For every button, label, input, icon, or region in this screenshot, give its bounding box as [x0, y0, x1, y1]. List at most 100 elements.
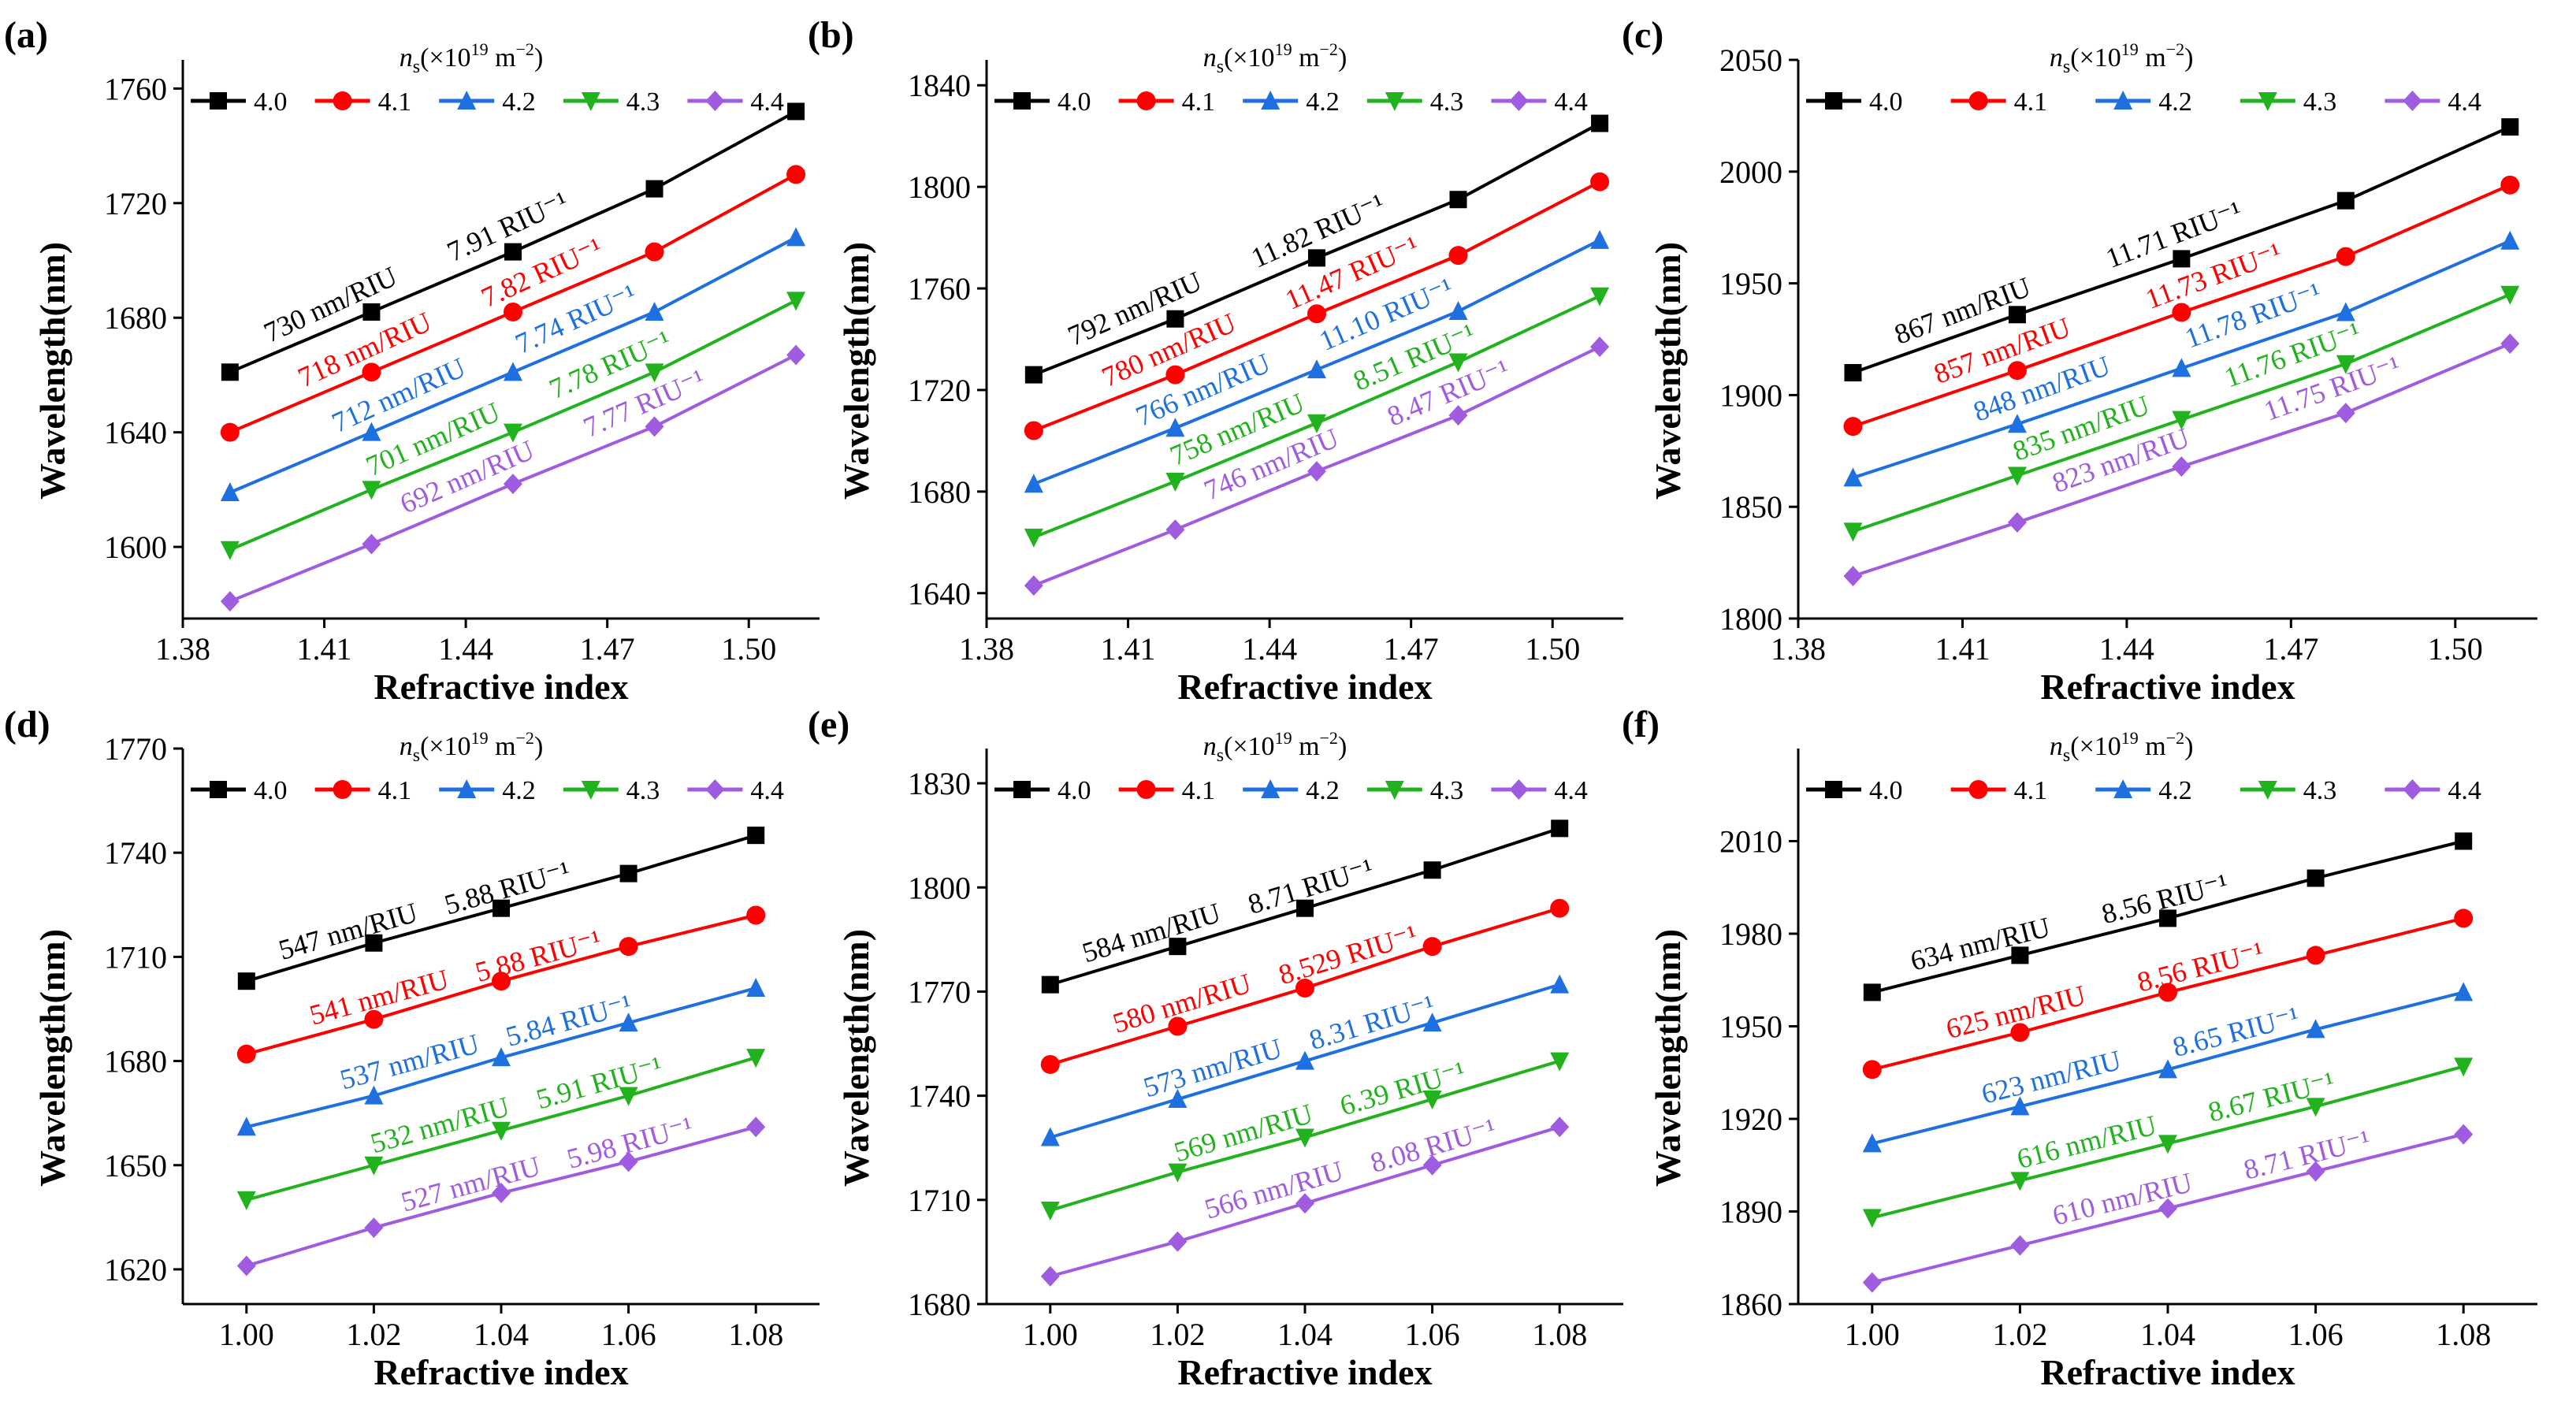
x-axis-title: Refractive index	[2040, 667, 2295, 707]
y-axis-title: Wavelength(nm)	[32, 242, 72, 500]
data-point	[1040, 1054, 1060, 1074]
data-point	[2500, 285, 2520, 305]
y-tick-label: 1950	[1719, 266, 1782, 302]
data-point	[220, 591, 240, 612]
legend-title-part: n	[2050, 43, 2063, 72]
legend-swatch-marker	[1509, 779, 1529, 800]
series-4.4	[1024, 336, 1610, 596]
data-point	[492, 1121, 511, 1141]
data-point	[1040, 1127, 1060, 1146]
data-point	[1296, 899, 1314, 917]
data-point	[362, 362, 381, 382]
legend-item: 4.3	[2240, 87, 2337, 117]
data-point	[1862, 1272, 1882, 1293]
annotation-sensitivity: 547 nm/RIU	[275, 897, 421, 966]
y-tick-label: 1860	[1719, 1287, 1782, 1322]
data-point	[2306, 1161, 2325, 1182]
data-point	[2007, 361, 2027, 381]
data-point	[2158, 1059, 2177, 1079]
legend-swatch-marker	[210, 781, 227, 798]
chart-panel-2: (b) 1.38 1.41 1.44 1.47 1.50 1640 1680 1720 1760 1…	[808, 14, 1623, 707]
legend-title-part: )	[534, 732, 543, 761]
legend-title-part: s	[2063, 57, 2070, 77]
legend-item: 4.2	[439, 87, 536, 117]
data-point	[1024, 366, 1043, 384]
series-4.4	[1843, 333, 2520, 587]
y-tick-label: 1650	[104, 1148, 167, 1183]
y-tick-label: 1850	[1719, 489, 1782, 525]
data-point	[2008, 306, 2026, 324]
data-point	[1165, 418, 1185, 437]
legend-swatch-marker	[1013, 92, 1031, 110]
series-4.1	[236, 905, 766, 1064]
y-tick-label: 1680	[104, 1044, 167, 1079]
legend-label: 4.2	[1306, 776, 1340, 805]
data-point	[1024, 474, 1043, 493]
data-point	[786, 344, 806, 366]
legend-title-part: n	[2050, 732, 2063, 761]
legend-item: 4.0	[1806, 776, 1903, 805]
y-tick-label: 1740	[908, 1079, 971, 1114]
legend-item: 4.2	[2095, 776, 2192, 805]
y-tick-label: 1710	[104, 939, 167, 975]
x-axis-title: Refractive index	[374, 1352, 628, 1392]
data-point	[2306, 1098, 2325, 1117]
data-point	[1590, 172, 1610, 191]
data-point	[619, 937, 638, 957]
y-tick-label: 1760	[908, 271, 971, 307]
x-tick-label: 1.44	[438, 631, 493, 667]
legend-swatch-marker	[2403, 91, 2422, 111]
data-point	[503, 423, 522, 443]
data-point	[362, 422, 381, 441]
series-4.3	[1862, 1057, 2474, 1228]
legend-label: 4.3	[2303, 87, 2337, 117]
data-point	[619, 1087, 638, 1106]
legend-label: 4.4	[1554, 87, 1588, 117]
legend-item: 4.2	[439, 776, 536, 805]
legend-item: 4.0	[191, 87, 288, 117]
legend-swatch-marker	[1136, 91, 1156, 110]
data-point	[1551, 819, 1569, 838]
legend-swatch-marker	[1261, 91, 1281, 110]
x-axis-title: Refractive index	[1177, 1352, 1432, 1392]
legend-item: 4.4	[2385, 776, 2481, 805]
legend-label: 4.2	[2158, 776, 2192, 805]
legend-title-part: s	[1217, 57, 1224, 77]
data-point	[2501, 118, 2519, 136]
data-point	[787, 102, 805, 121]
legend-item: 4.1	[1950, 776, 2047, 805]
annotation-sensitivity: 584 nm/RIU	[1079, 897, 1225, 968]
x-tick-label: 1.02	[1992, 1317, 2047, 1352]
legend-swatch-marker	[705, 779, 725, 800]
legend-label: 4.2	[502, 87, 536, 117]
legend-item: 4.1	[1950, 87, 2047, 117]
data-point	[1295, 1050, 1314, 1070]
annotation-sensitivity: 569 nm/RIU	[1170, 1098, 1316, 1168]
data-point	[2007, 466, 2027, 486]
legend-label: 4.0	[254, 776, 288, 805]
legend-title-part: −2	[2166, 728, 2184, 748]
series-4.3	[1040, 1052, 1570, 1221]
data-point	[2500, 175, 2520, 195]
legend-item: 4.1	[314, 776, 411, 805]
y-axis-title: Wavelength(nm)	[836, 242, 876, 500]
data-point	[1040, 1202, 1060, 1221]
data-point	[1863, 983, 1881, 1001]
legend-swatch-marker	[2258, 92, 2277, 111]
legend-item: 4.1	[314, 87, 411, 117]
x-tick-label: 1.38	[155, 631, 210, 667]
data-point	[504, 243, 522, 261]
series-4.3	[220, 292, 806, 560]
panel-label: (f)	[1622, 704, 1660, 745]
data-point	[2307, 869, 2325, 887]
legend-swatch-marker	[1136, 780, 1156, 799]
y-tick-label: 1720	[908, 373, 971, 408]
data-point	[1590, 336, 1610, 358]
data-point	[2306, 1019, 2325, 1039]
series-4.1	[1862, 909, 2474, 1079]
x-tick-label: 1.50	[2428, 631, 2483, 667]
chart-panel-3: (c) 1.38 1.41 1.44 1.47 1.50 1800 1850 1900 1950 2…	[1622, 14, 2537, 707]
legend-item: 4.1	[1118, 87, 1215, 117]
legend-title-part: )	[534, 43, 543, 72]
y-tick-label: 1680	[908, 474, 971, 510]
